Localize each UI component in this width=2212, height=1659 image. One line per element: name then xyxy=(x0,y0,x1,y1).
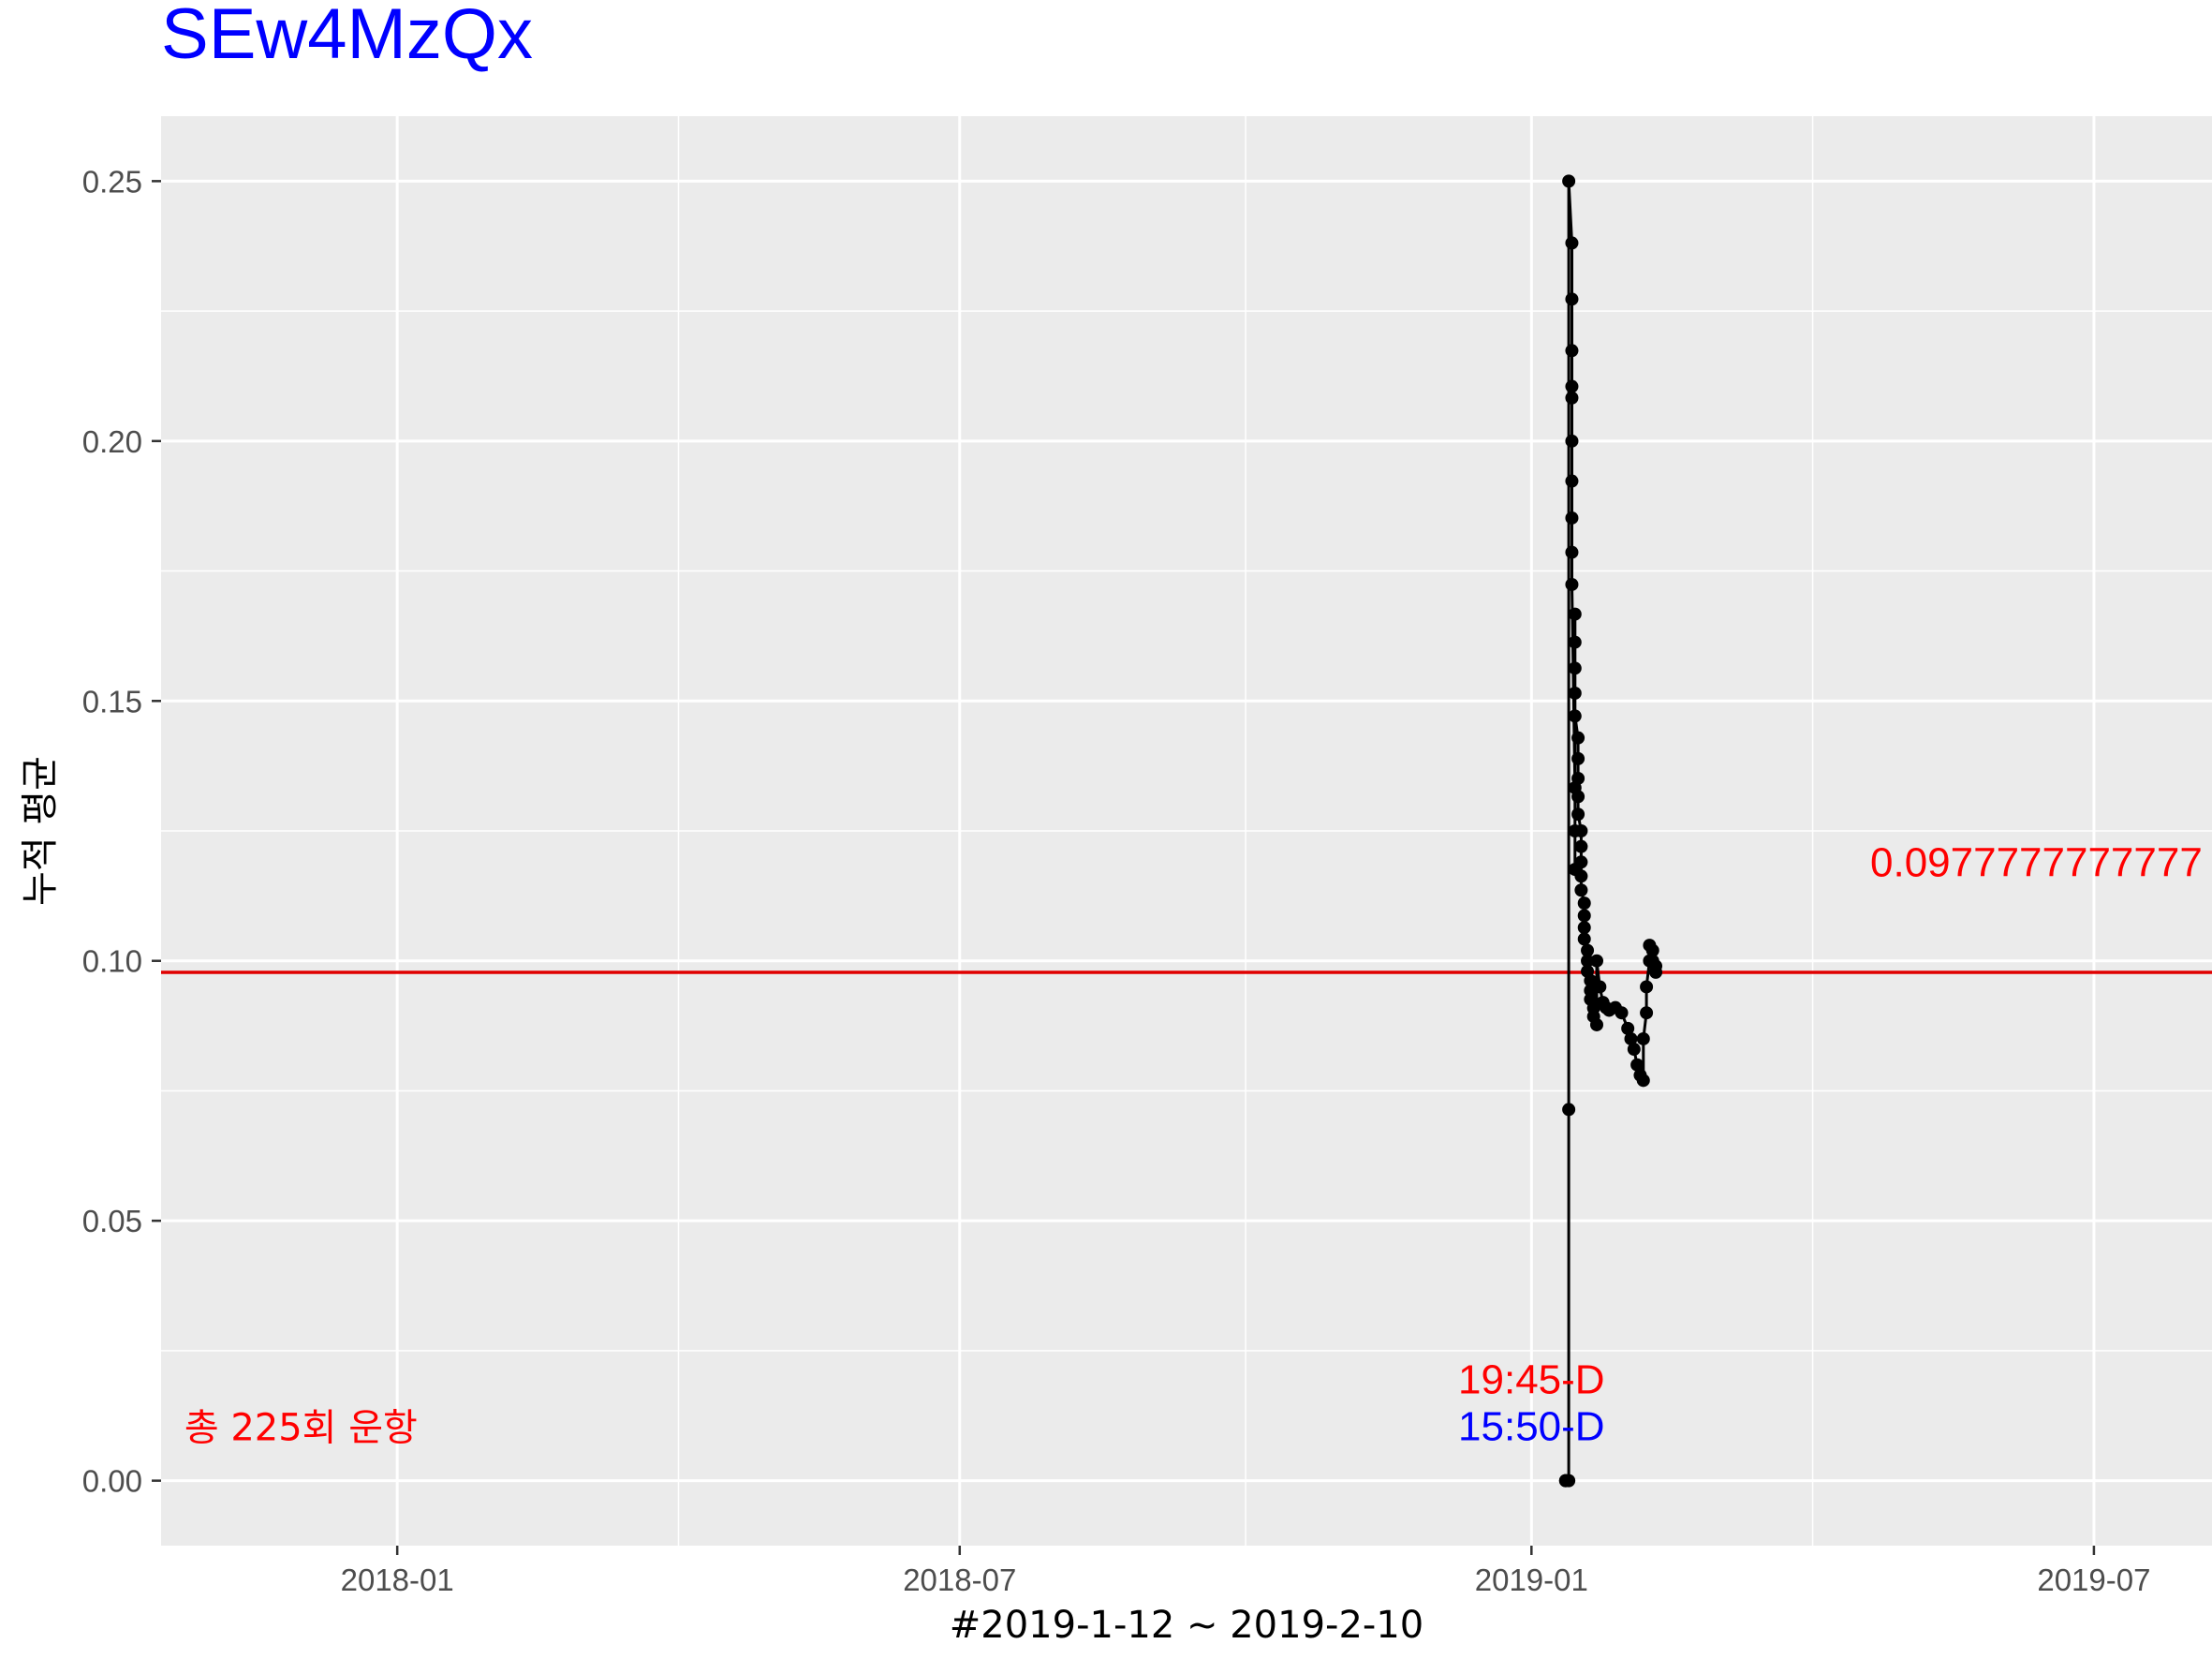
data-point xyxy=(1584,973,1598,987)
data-point xyxy=(1593,980,1607,994)
data-point xyxy=(1577,921,1591,935)
y-tick-label: 0.05 xyxy=(82,1204,142,1238)
y-tick-label: 0.00 xyxy=(82,1464,142,1499)
minor-gridlines xyxy=(161,116,2212,1546)
data-point xyxy=(1565,545,1579,559)
data-point xyxy=(1571,751,1585,765)
data-point xyxy=(1565,379,1579,393)
y-tick-label: 0.10 xyxy=(82,944,142,979)
y-tick-label: 0.25 xyxy=(82,164,142,199)
data-point xyxy=(1574,869,1588,883)
x-tick-label: 2018-07 xyxy=(903,1563,1016,1597)
data-point xyxy=(1636,1074,1650,1088)
data-point xyxy=(1577,932,1591,946)
data-point xyxy=(1636,1031,1650,1045)
x-tick-label: 2019-07 xyxy=(2037,1563,2150,1597)
y-axis-ticks: 0.00 0.05 0.10 0.15 0.20 0.25 xyxy=(82,164,161,1499)
mean-value-label: 0.0977777777777 xyxy=(1870,839,2203,885)
data-point xyxy=(1577,896,1591,911)
data-point xyxy=(1630,1058,1644,1072)
data-point xyxy=(1565,292,1579,306)
data-point xyxy=(1568,635,1582,649)
data-point xyxy=(1574,855,1588,869)
major-gridlines xyxy=(161,116,2212,1546)
data-point xyxy=(1568,709,1582,723)
x-tick-label: 2018-01 xyxy=(341,1563,454,1597)
cumulative-mean-points xyxy=(1558,174,1663,1488)
data-point xyxy=(1590,954,1603,968)
data-point xyxy=(1590,1017,1603,1031)
data-point xyxy=(1571,807,1585,822)
data-point xyxy=(1565,344,1579,358)
data-point xyxy=(1565,236,1579,250)
data-point xyxy=(1615,1006,1629,1020)
data-point xyxy=(1562,1474,1576,1488)
x-tick-label: 2019-01 xyxy=(1475,1563,1588,1597)
data-point xyxy=(1640,1006,1654,1020)
x-axis-ticks: 2018-01 2018-07 2019-01 2019-07 xyxy=(341,1546,2150,1597)
y-tick-label: 0.20 xyxy=(82,424,142,459)
data-point xyxy=(1565,391,1579,405)
data-point xyxy=(1621,1021,1635,1035)
data-point xyxy=(1571,731,1585,745)
data-point xyxy=(1627,1043,1641,1057)
data-point xyxy=(1565,511,1579,525)
data-point xyxy=(1565,434,1579,448)
departure-time-red-label: 19:45-D xyxy=(1458,1356,1605,1402)
data-point xyxy=(1574,839,1588,853)
data-point xyxy=(1640,980,1654,994)
departure-time-blue-label: 15:50-D xyxy=(1458,1403,1605,1449)
x-axis-title: #2019-1-12 ~ 2019-2-10 xyxy=(950,1604,1423,1647)
data-point xyxy=(1574,883,1588,897)
data-point xyxy=(1574,824,1588,837)
data-point xyxy=(1581,943,1595,957)
data-point xyxy=(1562,1103,1576,1117)
data-point xyxy=(1568,686,1582,700)
total-flights-label: 총 225회 운항 xyxy=(184,1406,418,1449)
data-point xyxy=(1577,909,1591,923)
data-point xyxy=(1649,965,1663,979)
data-point xyxy=(1565,577,1579,591)
data-point xyxy=(1562,174,1576,188)
data-point xyxy=(1568,661,1582,675)
data-point xyxy=(1571,790,1585,804)
chart-title: SEw4MzQx xyxy=(161,0,533,74)
data-point xyxy=(1581,954,1595,968)
data-point xyxy=(1645,943,1659,957)
y-tick-label: 0.15 xyxy=(82,684,142,718)
data-point xyxy=(1571,771,1585,785)
data-point xyxy=(1624,1031,1638,1045)
data-point xyxy=(1565,474,1579,488)
y-axis-title: 누적 평균 xyxy=(19,756,62,906)
data-point xyxy=(1568,607,1582,621)
